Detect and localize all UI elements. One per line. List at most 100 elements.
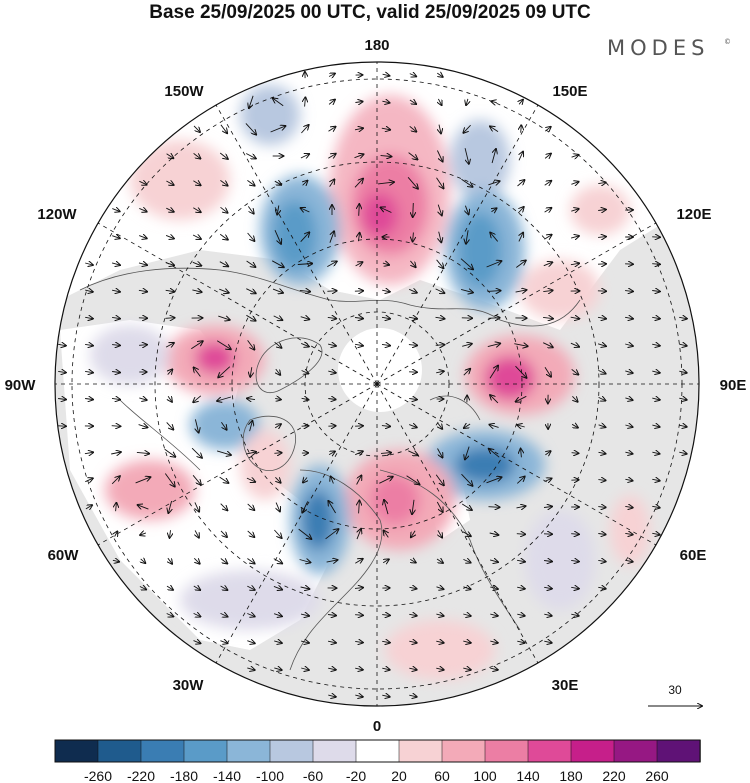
wind-vector [165, 343, 174, 347]
wind-vector [354, 154, 364, 157]
wind-vector [355, 344, 363, 345]
meridians [55, 62, 699, 706]
colorbar-cell [613, 739, 658, 763]
lon-label-150w: 150W [164, 83, 204, 100]
wind-vector [274, 668, 281, 670]
wind-vector [413, 202, 414, 217]
wind-vector [328, 501, 336, 514]
wind-vector [517, 560, 525, 561]
wind-vector [490, 395, 499, 404]
wind-vector [166, 208, 173, 212]
wind-vector [519, 233, 523, 242]
map-title: Base 25/09/2025 00 UTC, valid 25/09/2025… [149, 2, 591, 23]
wind-vector [273, 586, 282, 589]
wind-vector [438, 422, 442, 429]
wind-vector [355, 615, 363, 616]
wind-vector-field [58, 72, 687, 697]
wind-vector [516, 261, 525, 268]
colorbar-tick-label: 100 [473, 768, 497, 783]
wind-vector [273, 614, 282, 617]
wind-vector [544, 561, 552, 562]
wind-vector [300, 641, 309, 643]
wind-vector [407, 177, 418, 188]
map-border [54, 61, 700, 707]
colorbar-tick-label: 180 [559, 768, 583, 783]
wind-vector [247, 180, 254, 185]
wind-vector [111, 398, 120, 399]
wind-vector [247, 558, 254, 564]
wind-vector [517, 641, 524, 643]
wind-vector [195, 419, 198, 432]
wind-vector [271, 260, 284, 267]
wind-vector [192, 235, 201, 239]
wind-vector [382, 263, 389, 265]
wind-vector [487, 291, 501, 292]
wind-vector [138, 290, 147, 291]
wind-vector [300, 232, 310, 243]
reference-vector: 30 [648, 683, 702, 706]
wind-vector [544, 181, 552, 185]
colorbar-labels: -260 -220 -180 -140 -100 -60 -20 20 60 100 140 180 2… [84, 768, 669, 783]
wind-vector [625, 344, 633, 346]
wind-vector [488, 181, 499, 185]
wind-vector [135, 477, 151, 484]
wind-vector [462, 344, 472, 347]
wind-vector [85, 344, 93, 345]
wind-vector [438, 530, 442, 537]
wind-vector [516, 534, 525, 535]
wind-vector [382, 74, 390, 76]
wind-vector [464, 424, 471, 428]
wind-vector [515, 365, 527, 378]
wind-vector [301, 125, 308, 134]
wind-vector [328, 668, 336, 670]
colorbar-cell [54, 739, 99, 763]
wind-vector [274, 453, 281, 454]
wind-vector [544, 614, 551, 616]
wind-vector [273, 558, 282, 564]
wind-vector [359, 204, 360, 216]
wind-vector [378, 182, 394, 184]
wind-vector [299, 290, 310, 291]
wind-vector [193, 395, 202, 402]
wind-vector [85, 478, 92, 481]
wind-vector [381, 208, 392, 213]
wind-vector [381, 128, 390, 130]
wind-vector [570, 236, 579, 238]
wind-vector [300, 317, 310, 320]
colorbar-cell [312, 739, 357, 763]
wind-vector [247, 668, 254, 670]
wind-vector [436, 614, 443, 616]
colorbar-tick-label: 60 [434, 768, 450, 783]
wind-vector [408, 152, 418, 160]
wind-vector [463, 124, 471, 133]
wind-vector [543, 317, 553, 318]
wind-vector [625, 398, 632, 400]
wind-vector [327, 344, 336, 346]
wind-vector [382, 101, 389, 103]
wind-vector [191, 341, 202, 350]
wind-vector [436, 501, 442, 512]
wind-vector [247, 641, 254, 644]
colorbar-cell [527, 739, 572, 763]
wind-vector [544, 235, 551, 240]
wind-vector [519, 100, 523, 105]
wind-vector [301, 208, 310, 212]
wind-vector [298, 528, 312, 539]
wind-vector [544, 479, 552, 482]
wind-vector [300, 587, 310, 589]
lon-label-120w: 120W [37, 206, 77, 223]
wind-vector [409, 289, 417, 292]
wind-vector [486, 477, 502, 484]
wind-vector [219, 152, 228, 159]
wind-vector [652, 264, 660, 265]
wind-vector [379, 477, 392, 484]
wind-vector [166, 154, 174, 158]
wind-vector [193, 208, 200, 212]
wind-vector [408, 451, 417, 455]
wind-vector [111, 263, 120, 265]
wind-vector [489, 560, 498, 562]
wind-vector [571, 155, 579, 157]
colorbar-cell [441, 739, 486, 763]
wind-vector [409, 695, 416, 697]
